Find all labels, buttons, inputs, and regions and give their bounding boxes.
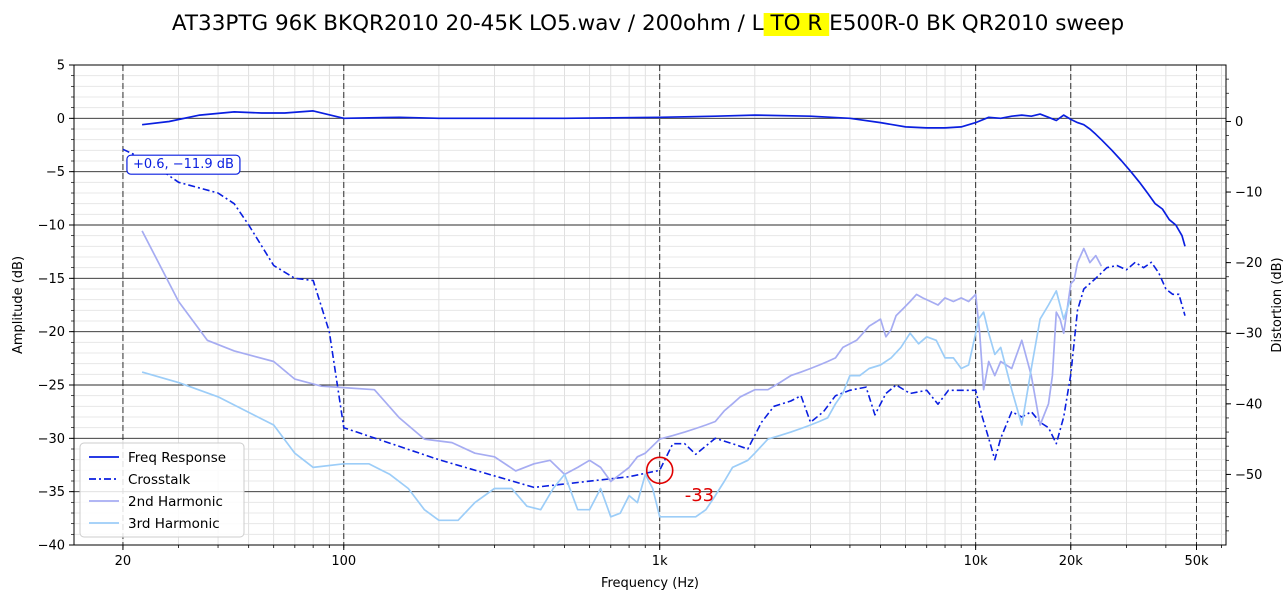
legend-label: 3rd Harmonic (128, 516, 220, 532)
y-tick-label: −30 (38, 432, 65, 447)
y-tick-label: −35 (38, 485, 65, 500)
y-tick-label: −20 (38, 325, 65, 340)
legend: Freq Response Crosstalk 2nd Harmonic 3rd Ha… (79, 442, 245, 538)
legend-label: Freq Response (128, 450, 226, 466)
x-tick-label: 20 (115, 554, 132, 569)
axis-ticks: 20 100 1k 10k 20k 50k 5 0 −5 −10 −15 −20 −25 −30 −35 −4… (38, 59, 1263, 570)
y2-tick-label: 0 (1235, 115, 1243, 130)
legend-label: 2nd Harmonic (128, 494, 223, 510)
x-axis-label: Frequency (Hz) (601, 576, 699, 591)
x-tick-label: 20k (1059, 554, 1084, 569)
marker-circle (645, 456, 674, 485)
series-line-freq-response (141, 110, 1186, 247)
series-line-2nd-harmonic (141, 230, 1103, 483)
chart-title: AT33PTG 96K BKQR2010 20-45K LO5.wav / 20… (172, 11, 1124, 36)
x-tick-label: 1k (652, 554, 668, 569)
value-annotation: -33 (685, 485, 714, 506)
axis-labels: Frequency (Hz) Amplitude (dB) Distortion (… (11, 256, 1285, 591)
plot-series (122, 110, 1186, 522)
title-part-highlight: L TO R (752, 11, 823, 36)
minor-grid (71, 64, 1226, 548)
y-tick-label: −25 (38, 379, 65, 394)
y-tick-label: 0 (57, 112, 65, 127)
y-tick-label: −10 (38, 219, 65, 234)
y-tick-label: −40 (38, 539, 65, 554)
title-part-after: E500R-0 BK QR2010 sweep (822, 11, 1124, 36)
title-text: AT33PTG 96K BKQR2010 20-45K LO5.wav / 20… (172, 11, 1124, 36)
y-tick-label: −15 (38, 272, 65, 287)
y-tick-label: 5 (57, 59, 65, 74)
y2-tick-label: −10 (1235, 186, 1262, 201)
y2-tick-label: −20 (1235, 256, 1262, 271)
x-tick-label: 100 (331, 554, 356, 569)
legend-label: Crosstalk (128, 472, 190, 488)
y2-tick-label: −40 (1235, 397, 1262, 412)
y-tick-label: −5 (46, 165, 65, 180)
x-tick-label: 10k (964, 554, 989, 569)
y2-tick-label: −50 (1235, 468, 1262, 483)
y-axis-label: Amplitude (dB) (11, 256, 26, 354)
series-line-3rd-harmonic (141, 290, 1072, 522)
annotations: +0.6, −11.9 dB -33 (126, 154, 714, 506)
legend-box (79, 442, 245, 538)
y2-tick-label: −30 (1235, 327, 1262, 342)
title-part-before: AT33PTG 96K BKQR2010 20-45K LO5.wav / 20… (172, 11, 752, 36)
x-tick-label: 50k (1184, 554, 1209, 569)
annotation-label: +0.6, −11.9 dB (133, 157, 234, 172)
title-highlight (763, 13, 830, 36)
annotation-box (126, 154, 241, 175)
y2-axis-label: Distortion (dB) (1270, 257, 1285, 352)
